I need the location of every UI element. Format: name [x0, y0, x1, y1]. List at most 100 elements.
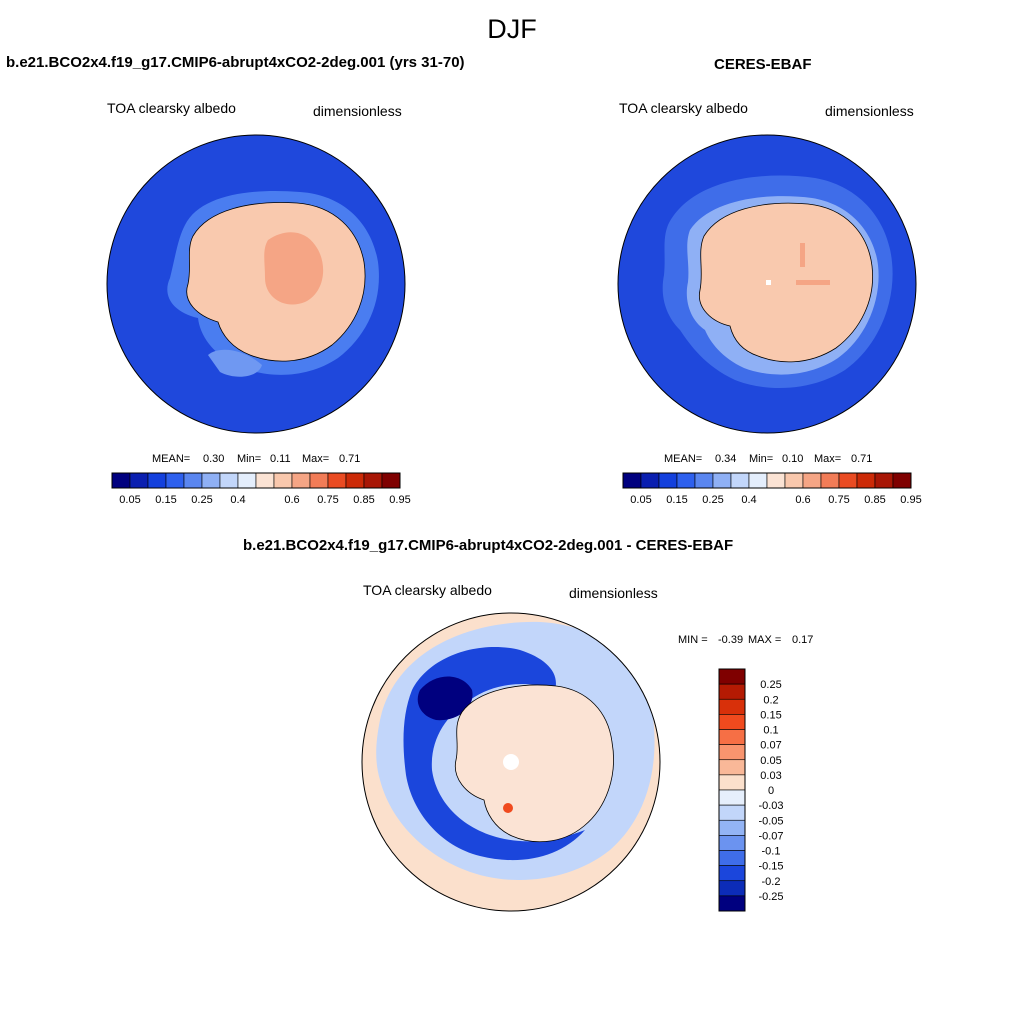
panel2-colorbar-tick-label: 0.85 — [864, 494, 885, 506]
panel2-colorbar-box-1 — [640, 472, 660, 489]
panel2-colorbar-tick-label: 0.75 — [828, 494, 849, 506]
panel3-colorbar-box-14 — [718, 880, 746, 897]
panel3-colorbar-frame — [718, 668, 746, 912]
panel3-colorbar-tick-label: -0.07 — [758, 830, 783, 842]
panel1-colorbar-box-14 — [363, 472, 383, 489]
panel2-map-border — [617, 134, 917, 434]
panel2-colorbar-box-4 — [694, 472, 714, 489]
panel2-colorbar-box-6 — [730, 472, 750, 489]
panel3-title: b.e21.BCO2x4.f19_g17.CMIP6-abrupt4xCO2-2… — [243, 537, 734, 554]
panel1-max-label: Max= — [302, 453, 330, 465]
panel1-colorbar-box-11 — [309, 472, 329, 489]
panel1-colorbar-tick-label: 0.05 — [119, 494, 140, 506]
panel2-high-albedo-spot — [800, 243, 805, 267]
panel2-pole-gap — [766, 280, 771, 285]
panel3-colorbar-tick-label: 0.05 — [760, 755, 781, 767]
panel1-colorbar-tick-label: 0.25 — [191, 494, 212, 506]
panel3-colorbar-tick-label: -0.2 — [762, 876, 781, 888]
panel3-positive-hotspot — [503, 803, 513, 813]
panel2-max-label: Max= — [814, 453, 842, 465]
panel3-colorbar-tick-label: 0.1 — [763, 725, 778, 737]
panel2-colorbar-tick-label: 0.6 — [795, 494, 810, 506]
panel2-colorbar-box-8 — [766, 472, 786, 489]
panel2-colorbar-frame — [622, 472, 912, 489]
panel3-colorbar-tick-label: 0.25 — [760, 679, 781, 691]
panel3-colorbar-box-15 — [718, 895, 746, 912]
panel1-colorbar-box-13 — [345, 472, 365, 489]
panel2-colorbar-box-15 — [892, 472, 912, 489]
panel2-colorbar-box-14 — [874, 472, 894, 489]
panel3-colorbar-tick-label: 0.03 — [760, 770, 781, 782]
panel3-colorbar-box-7 — [718, 774, 746, 791]
panel3-colorbar-box-5 — [718, 744, 746, 761]
panel2-colorbar-tick-label: 0.05 — [630, 494, 651, 506]
panel3-colorbar-box-12 — [718, 850, 746, 866]
panel2-units: dimensionless — [825, 103, 914, 119]
panel1-variable: TOA clearsky albedo — [107, 100, 236, 116]
panel1-colorbar-box-4 — [183, 472, 203, 489]
panel2-title: CERES-EBAF — [714, 56, 812, 73]
panel2-colorbar-tick-label: 0.4 — [741, 494, 756, 506]
panel1-colorbar-box-12 — [327, 472, 347, 489]
panel2-min-value: 0.10 — [782, 453, 804, 465]
panel2-map — [617, 134, 917, 434]
panel3-colorbar-tick-label: 0.2 — [763, 694, 778, 706]
panel2-colorbar-tick-label: 0.95 — [900, 494, 921, 506]
panel1-colorbar-tick-label: 0.4 — [230, 494, 245, 506]
panel3-colorbar-tick-label: -0.05 — [758, 815, 783, 827]
panel3-min-value: -0.39 — [718, 634, 744, 646]
panel2-variable: TOA clearsky albedo — [619, 100, 748, 116]
panel2-mean-value: 0.34 — [715, 453, 737, 465]
panel2-colorbar-box-7 — [748, 472, 768, 489]
panel2-mean-label: MEAN= — [664, 453, 703, 465]
panel1-colorbar-tick-label: 0.85 — [353, 494, 374, 506]
panel1-colorbar-box-10 — [291, 472, 311, 489]
panel1-colorbar-frame — [111, 472, 401, 489]
panel3-colorbar-box-10 — [718, 819, 746, 836]
panel1-mean-value: 0.30 — [203, 453, 225, 465]
panel1-sea-ice-patch — [208, 349, 262, 377]
panel2-colorbar-tick-label: 0.15 — [666, 494, 687, 506]
panel1-max-value: 0.71 — [339, 453, 361, 465]
panel1-colorbar-box-5 — [201, 472, 221, 489]
panel3-map-border — [361, 612, 661, 912]
panel3-colorbar-box-8 — [718, 789, 746, 806]
panel3-colorbar-tick-label: -0.15 — [758, 861, 783, 873]
figure-title: DJF — [487, 14, 537, 44]
panel1-colorbar-box-0 — [111, 472, 131, 489]
panel1-colorbar-box-8 — [255, 472, 275, 489]
panel3-colorbar-box-4 — [718, 729, 746, 745]
panel2-high-albedo-streak — [796, 280, 830, 285]
panel3-antarctica — [454, 684, 614, 843]
panel1-colorbar-box-15 — [381, 472, 401, 489]
panel1-mean-label: MEAN= — [152, 453, 191, 465]
panel3-max-negative-patch — [417, 676, 473, 721]
panel1-title: b.e21.BCO2x4.f19_g17.CMIP6-abrupt4xCO2-2… — [6, 54, 465, 71]
panel2-antarctica — [699, 202, 874, 363]
panel2-min-label: Min= — [749, 453, 774, 465]
panel1-min-label: Min= — [237, 453, 262, 465]
panel2-colorbar-box-12 — [838, 472, 858, 489]
panel1-colorbar-tick-label: 0.15 — [155, 494, 176, 506]
panel1-colorbar-box-2 — [147, 472, 167, 489]
panel3-max-label: MAX = — [748, 634, 782, 646]
panel2-colorbar-box-5 — [712, 472, 732, 489]
panel1-colorbar-box-6 — [219, 472, 239, 489]
panel1-colorbar-tick-label: 0.75 — [317, 494, 338, 506]
panel3-pole-gap — [503, 754, 519, 770]
panel3-colorbar-tick-label: -0.03 — [758, 800, 783, 812]
panel3-colorbar-box-3 — [718, 714, 746, 730]
panel3-colorbar-box-13 — [718, 865, 746, 882]
panel2-colorbar-box-3 — [676, 472, 696, 489]
panel3-colorbar-box-1 — [718, 683, 746, 700]
panel2-colorbar-box-9 — [784, 472, 804, 489]
panel2-colorbar-box-2 — [658, 472, 678, 489]
panel1-units: dimensionless — [313, 103, 402, 119]
panel3-colorbar-box-11 — [718, 835, 746, 851]
panel2-colorbar-box-11 — [820, 472, 840, 489]
panel3-variable: TOA clearsky albedo — [363, 582, 492, 598]
panel1-colorbar-tick-label: 0.6 — [284, 494, 299, 506]
colorbars: 0.05 0.15 0.25 0.4 0.6 0.75 0.85 0.95 0.05 0.15 0.… — [111, 472, 922, 912]
panel1-colorbar-box-7 — [237, 472, 257, 489]
